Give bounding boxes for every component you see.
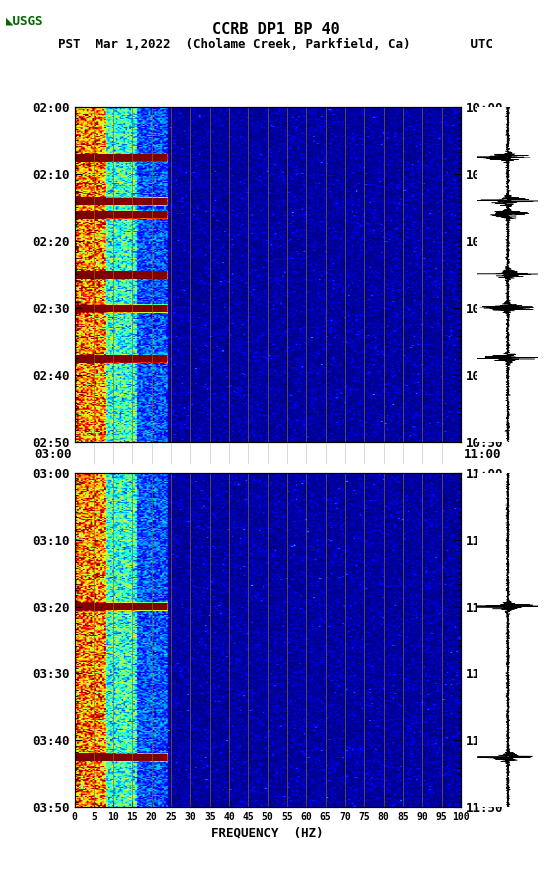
X-axis label: FREQUENCY  (HZ): FREQUENCY (HZ) xyxy=(211,826,324,839)
Text: 03:00: 03:00 xyxy=(34,448,72,460)
Text: PST  Mar 1,2022  (Cholame Creek, Parkfield, Ca)        UTC: PST Mar 1,2022 (Cholame Creek, Parkfield… xyxy=(59,38,493,51)
Text: 11:00: 11:00 xyxy=(464,448,501,460)
Text: CCRB DP1 BP 40: CCRB DP1 BP 40 xyxy=(212,22,340,37)
Text: ◣USGS: ◣USGS xyxy=(6,14,43,28)
